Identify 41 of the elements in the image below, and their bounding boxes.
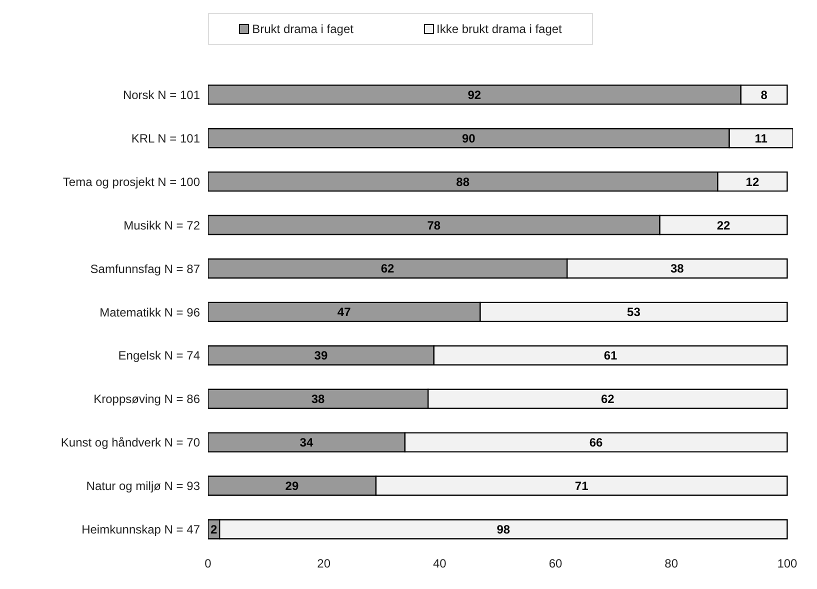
x-tick-label: 60: [548, 556, 563, 571]
data-label: 98: [496, 522, 510, 536]
y-tick-label: Norsk N = 101: [122, 88, 200, 102]
data-label: 22: [716, 218, 730, 232]
data-label: 2: [210, 522, 218, 536]
data-label: 71: [574, 479, 589, 494]
data-label: 34: [300, 436, 314, 450]
legend-label: Brukt drama i faget: [251, 22, 354, 36]
y-tick-label: Matematikk N = 96: [100, 305, 200, 320]
data-label: 61: [604, 348, 618, 363]
data-label: 38: [670, 262, 684, 276]
y-tick-label: Musikk N = 72: [124, 218, 200, 232]
data-label: 78: [427, 218, 441, 232]
x-tick-label: 20: [317, 556, 331, 571]
data-label: 90: [462, 131, 476, 146]
y-tick-label: Heimkunnskap N = 47: [82, 522, 200, 537]
x-tick-label: 40: [433, 556, 447, 571]
y-tick-label: Engelsk N = 74: [118, 348, 200, 363]
x-tick-label: 80: [664, 556, 678, 571]
data-label: 29: [285, 479, 299, 494]
data-label: 88: [456, 174, 470, 189]
y-tick-label: Natur og miljø N = 93: [86, 479, 200, 494]
data-label: 12: [746, 174, 760, 189]
y-tick-label: KRL N = 101: [131, 131, 200, 146]
data-label: 53: [627, 305, 641, 320]
data-label: 66: [589, 436, 604, 450]
y-tick-label: Kroppsøving N = 86: [94, 392, 200, 406]
x-tick-label: 100: [777, 556, 798, 571]
legend-label: Ikke brukt drama i faget: [436, 22, 562, 36]
data-label: 47: [337, 305, 352, 320]
data-label: 38: [311, 392, 326, 406]
y-tick-label: Samfunnsfag N = 87: [90, 262, 200, 276]
y-tick-label: Tema og prosjekt N = 100: [62, 174, 200, 189]
data-label: 39: [314, 348, 328, 363]
data-label: 62: [600, 392, 615, 406]
data-label: 11: [754, 131, 768, 146]
data-label: 62: [380, 262, 395, 276]
data-label: 8: [760, 88, 768, 102]
y-tick-label: Kunst og håndverk N = 70: [60, 436, 200, 450]
x-tick-label: 0: [204, 556, 212, 571]
data-label: 92: [468, 88, 482, 102]
